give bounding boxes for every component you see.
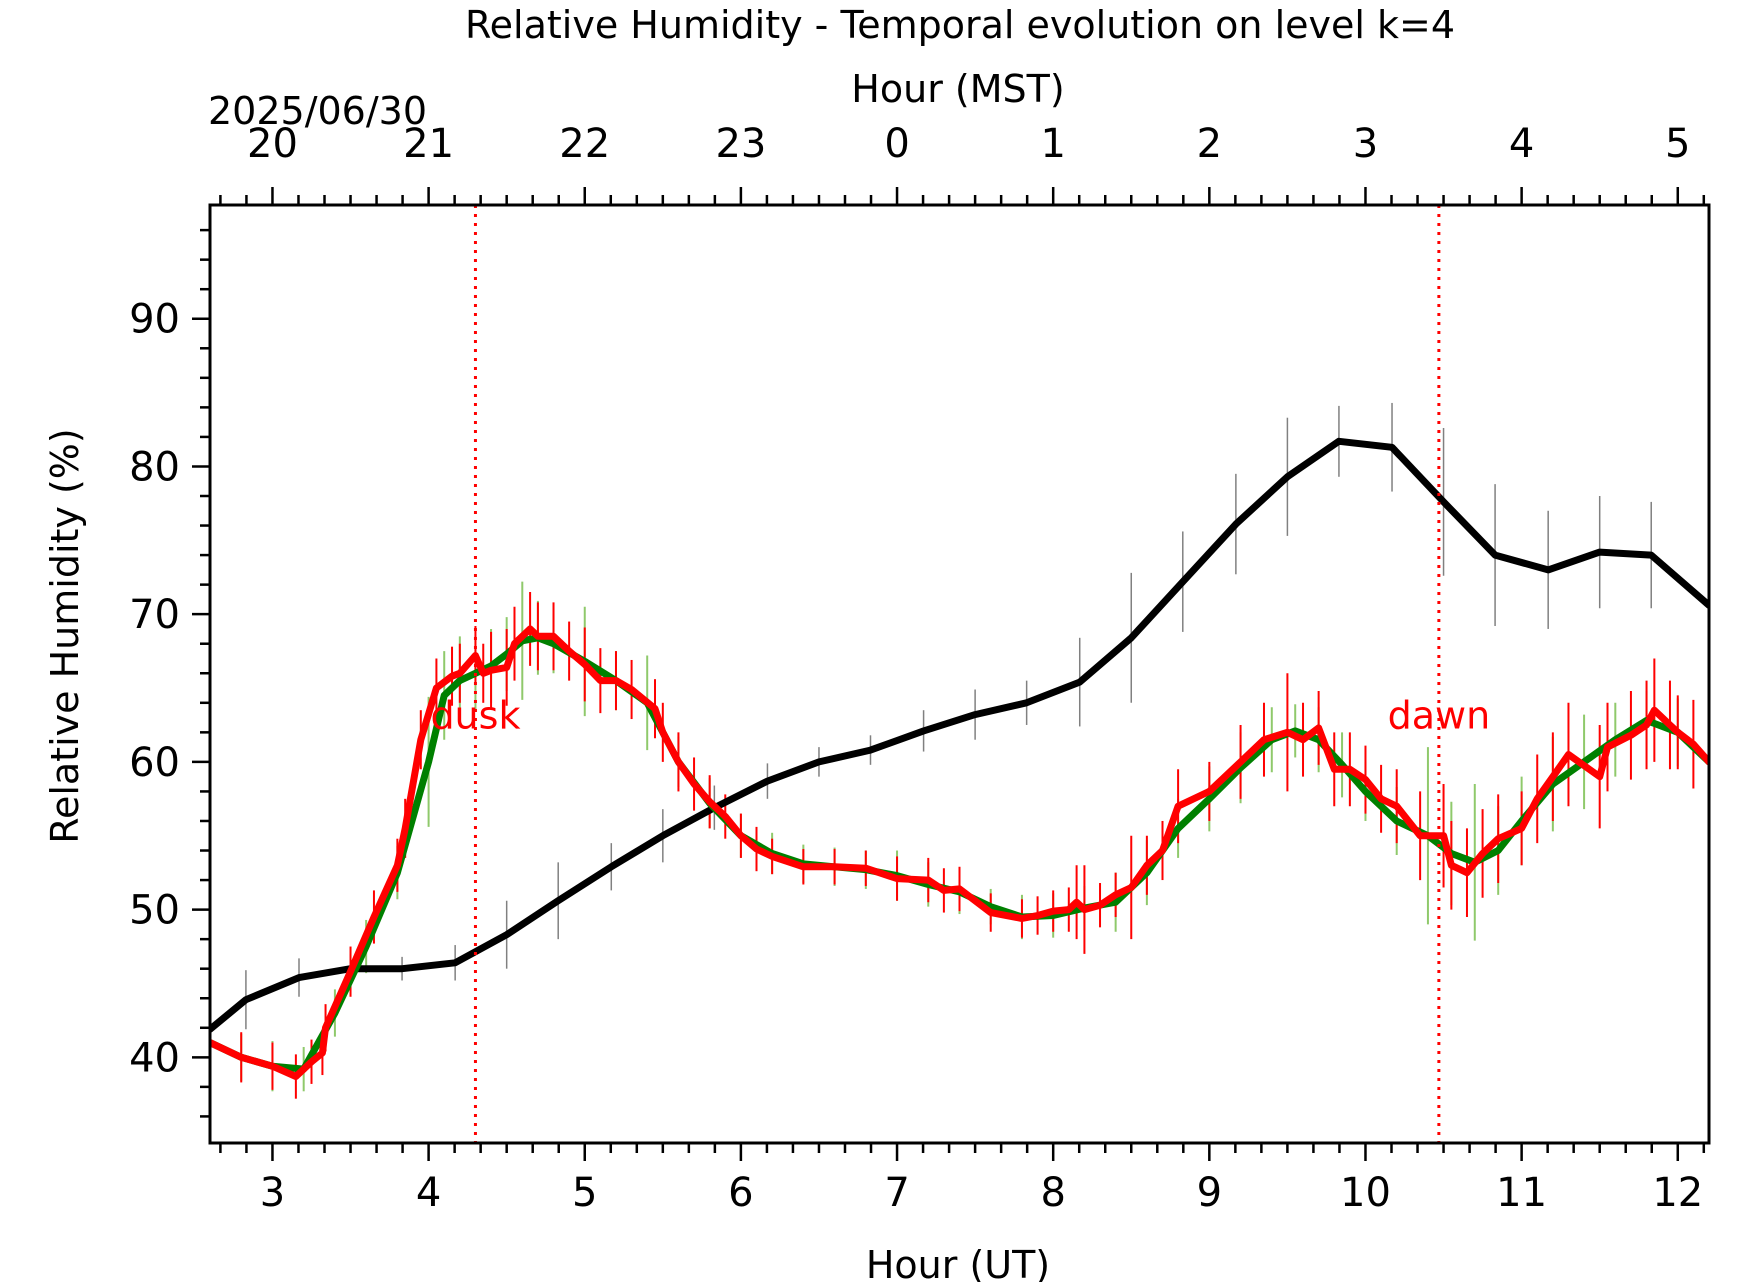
x-tick-label: 12 xyxy=(1652,1170,1703,1216)
x2-tick-label: 0 xyxy=(884,121,909,167)
series-line-0 xyxy=(210,437,1709,1033)
x-tick-label: 6 xyxy=(728,1170,753,1216)
y-tick-label: 80 xyxy=(129,444,180,490)
error-bars xyxy=(210,402,1709,1099)
x-tick-label: 5 xyxy=(572,1170,597,1216)
event-lines: dusk dawn xyxy=(430,205,1490,1143)
dawn-label: dawn xyxy=(1388,694,1491,738)
x-tick-label: 4 xyxy=(416,1170,441,1216)
x2-tick-label: 2 xyxy=(1197,121,1222,167)
series-lines xyxy=(210,437,1709,1080)
y-tick-label: 90 xyxy=(129,297,180,343)
x2-tick-label: 21 xyxy=(403,121,454,167)
x-tick-label: 8 xyxy=(1040,1170,1065,1216)
x2-tick-label: 23 xyxy=(715,121,766,167)
y-tick-label: 50 xyxy=(129,888,180,934)
y-tick-label: 70 xyxy=(129,592,180,638)
dusk-label: dusk xyxy=(430,694,520,738)
x-tick-label: 3 xyxy=(260,1170,285,1216)
x-axis-title: Hour (UT) xyxy=(866,1243,1050,1282)
x2-tick-label: 4 xyxy=(1509,121,1534,167)
x-tick-label: 9 xyxy=(1197,1170,1222,1216)
y-tick-label: 40 xyxy=(129,1035,180,1081)
x-tick-label: 7 xyxy=(884,1170,909,1216)
x2-tick-label: 22 xyxy=(559,121,610,167)
y-axis-title: Relative Humidity (%) xyxy=(43,428,87,843)
plot-frame xyxy=(208,203,1711,1145)
x2-tick-label: 3 xyxy=(1353,121,1378,167)
series-line-2 xyxy=(210,625,1709,1080)
x-tick-label: 11 xyxy=(1496,1170,1547,1216)
chart-title: Relative Humidity - Temporal evolution o… xyxy=(465,3,1455,47)
axis-ticks xyxy=(192,187,1706,1161)
y-tick-label: 60 xyxy=(129,740,180,786)
date-label: 2025/06/30 xyxy=(208,89,427,133)
x2-tick-label: 20 xyxy=(247,121,298,167)
x2-tick-label: 5 xyxy=(1665,121,1690,167)
x-tick-label: 10 xyxy=(1340,1170,1391,1216)
x2-tick-label: 1 xyxy=(1040,121,1065,167)
top-axis-title: Hour (MST) xyxy=(851,67,1064,111)
